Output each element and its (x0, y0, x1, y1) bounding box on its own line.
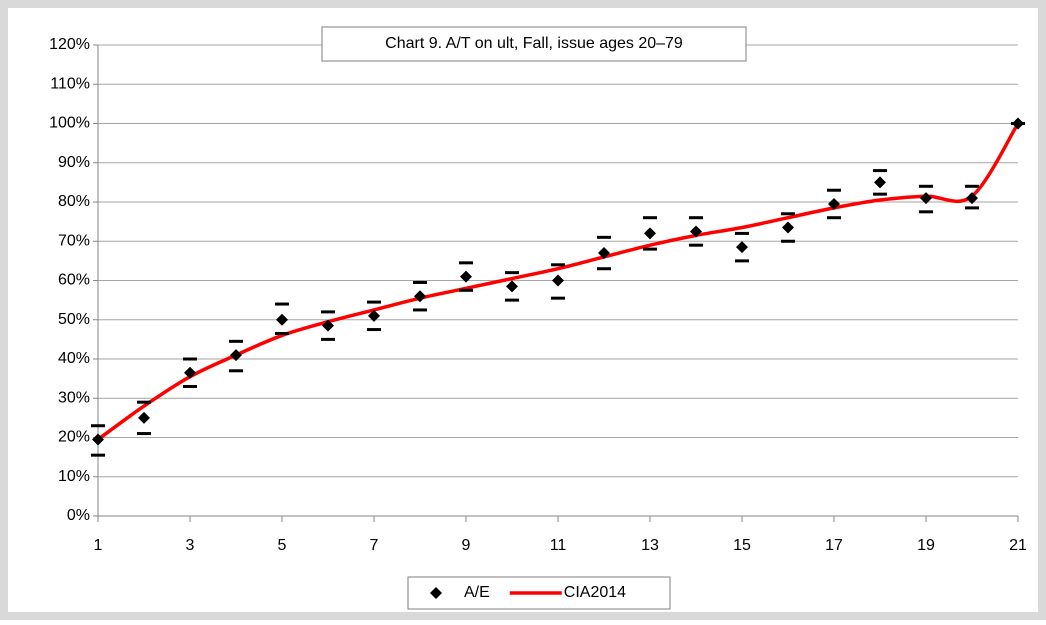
y-tick-label: 10% (58, 468, 90, 485)
y-tick-label: 20% (58, 429, 90, 446)
chart-title: Chart 9. A/T on ult, Fall, issue ages 20… (385, 35, 683, 52)
marker (782, 221, 794, 234)
line (96, 122, 1020, 441)
x-tick-label: 5 (278, 537, 287, 554)
marker (230, 349, 242, 362)
y-tick-label: 30% (58, 389, 90, 406)
y-tick-label: 80% (58, 193, 90, 210)
marker (920, 192, 932, 205)
x-tick-label: 15 (733, 537, 751, 554)
plot (91, 117, 1025, 457)
y-tick-label: 70% (58, 232, 90, 249)
marker (828, 197, 840, 210)
marker (460, 270, 472, 283)
x-tick-label: 21 (1009, 537, 1027, 554)
marker (874, 176, 886, 189)
legend-swatch (430, 587, 442, 599)
marker (966, 192, 978, 205)
marker (1012, 117, 1024, 130)
y-tick-label: 40% (58, 350, 90, 367)
y-tick-label: 100% (49, 115, 90, 132)
marker (184, 366, 196, 379)
marker (368, 309, 380, 322)
marker (736, 241, 748, 254)
x-tick-label: 9 (462, 537, 471, 554)
x-tick-label: 19 (917, 537, 935, 554)
legend-label: CIA2014 (564, 584, 626, 601)
y-tick-label: 0% (67, 507, 90, 524)
x-tick-label: 7 (370, 537, 379, 554)
marker (276, 313, 288, 326)
marker (92, 433, 104, 446)
marker (506, 280, 518, 293)
y-tick-label: 90% (58, 154, 90, 171)
x-tick-label: 3 (186, 537, 195, 554)
x-tick-label: 17 (825, 537, 843, 554)
x-tick-label: 1 (94, 537, 103, 554)
marker (414, 290, 426, 303)
marker (690, 225, 702, 238)
grid (93, 44, 1019, 522)
title-box (321, 26, 747, 62)
y-tick-label: 50% (58, 311, 90, 328)
chart-area (8, 8, 1038, 612)
y-tick-label: 110% (50, 75, 90, 92)
marker (552, 274, 564, 287)
x-tick-label: 11 (550, 537, 567, 554)
y-tick-label: 60% (58, 272, 90, 289)
y-tick-label: 120% (49, 36, 90, 53)
marker (138, 411, 150, 424)
marker (322, 319, 334, 332)
legend-label: A/E (464, 584, 490, 601)
marker (598, 247, 610, 260)
marker (644, 227, 656, 240)
x-tick-label: 13 (641, 537, 659, 554)
